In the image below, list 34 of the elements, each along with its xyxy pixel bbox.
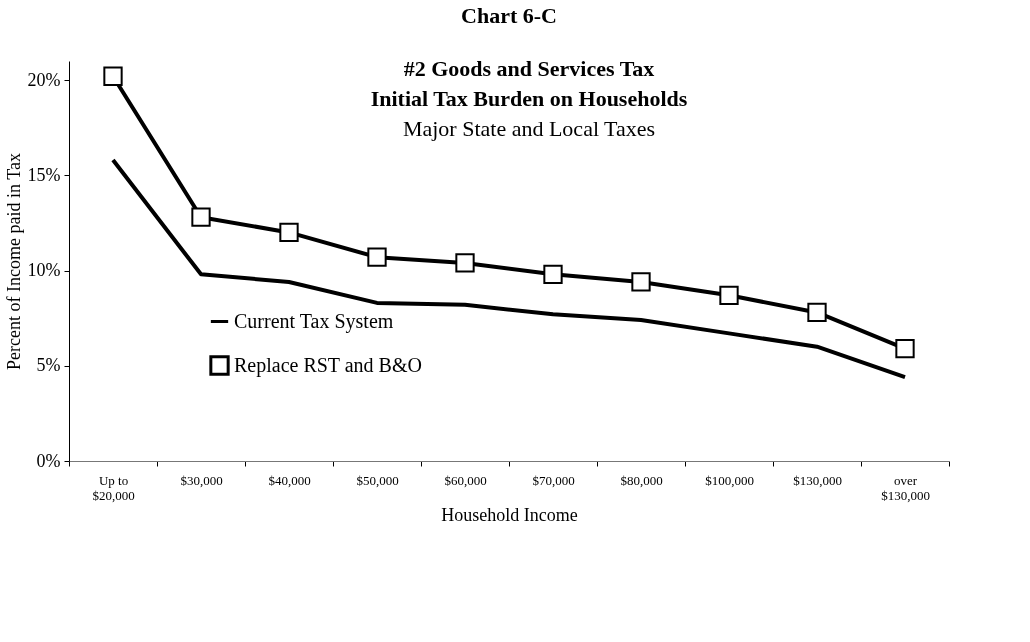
x-tick-label: Up to $20,000 bbox=[92, 472, 135, 503]
y-tick-label: 20% bbox=[27, 69, 61, 90]
x-tick-label: $130,000 bbox=[793, 472, 842, 488]
x-tick-label: $60,000 bbox=[444, 472, 487, 488]
annotation: Major State and Local Taxes bbox=[402, 116, 656, 141]
y-tick-label: 15% bbox=[27, 164, 61, 185]
x-tick-label: over $130,000 bbox=[881, 472, 930, 503]
point bbox=[807, 302, 827, 323]
point bbox=[895, 338, 915, 359]
y-tick-label: 10% bbox=[27, 260, 61, 281]
legend-label: Replace RST and B&O bbox=[234, 353, 422, 377]
point bbox=[455, 253, 475, 273]
y-tick-label: 5% bbox=[36, 355, 61, 376]
point bbox=[631, 272, 651, 292]
point bbox=[279, 222, 299, 243]
chart-title: Chart 6-C bbox=[461, 3, 557, 28]
x-tick-label: $50,000 bbox=[356, 472, 399, 488]
legend-label: Current Tax System bbox=[234, 309, 394, 333]
x-axis-title: Household Income bbox=[441, 504, 578, 525]
line-series bbox=[111, 158, 907, 380]
point bbox=[719, 285, 739, 305]
point bbox=[543, 264, 563, 284]
x-tick-label: $100,000 bbox=[705, 472, 754, 488]
y-tick-label: 0% bbox=[36, 450, 61, 471]
point bbox=[191, 207, 211, 227]
annotation: #2 Goods and Services Tax bbox=[403, 56, 655, 81]
x-tick-label: $30,000 bbox=[180, 472, 223, 488]
annotation: Initial Tax Burden on Households bbox=[370, 86, 688, 111]
y-axis-title: Percent of Income paid in Tax bbox=[3, 153, 24, 370]
x-tick-label: $70,000 bbox=[532, 472, 575, 488]
point bbox=[103, 66, 123, 86]
x-tick-label: $80,000 bbox=[620, 472, 663, 488]
point bbox=[367, 247, 387, 267]
x-tick-label: $40,000 bbox=[268, 472, 311, 488]
